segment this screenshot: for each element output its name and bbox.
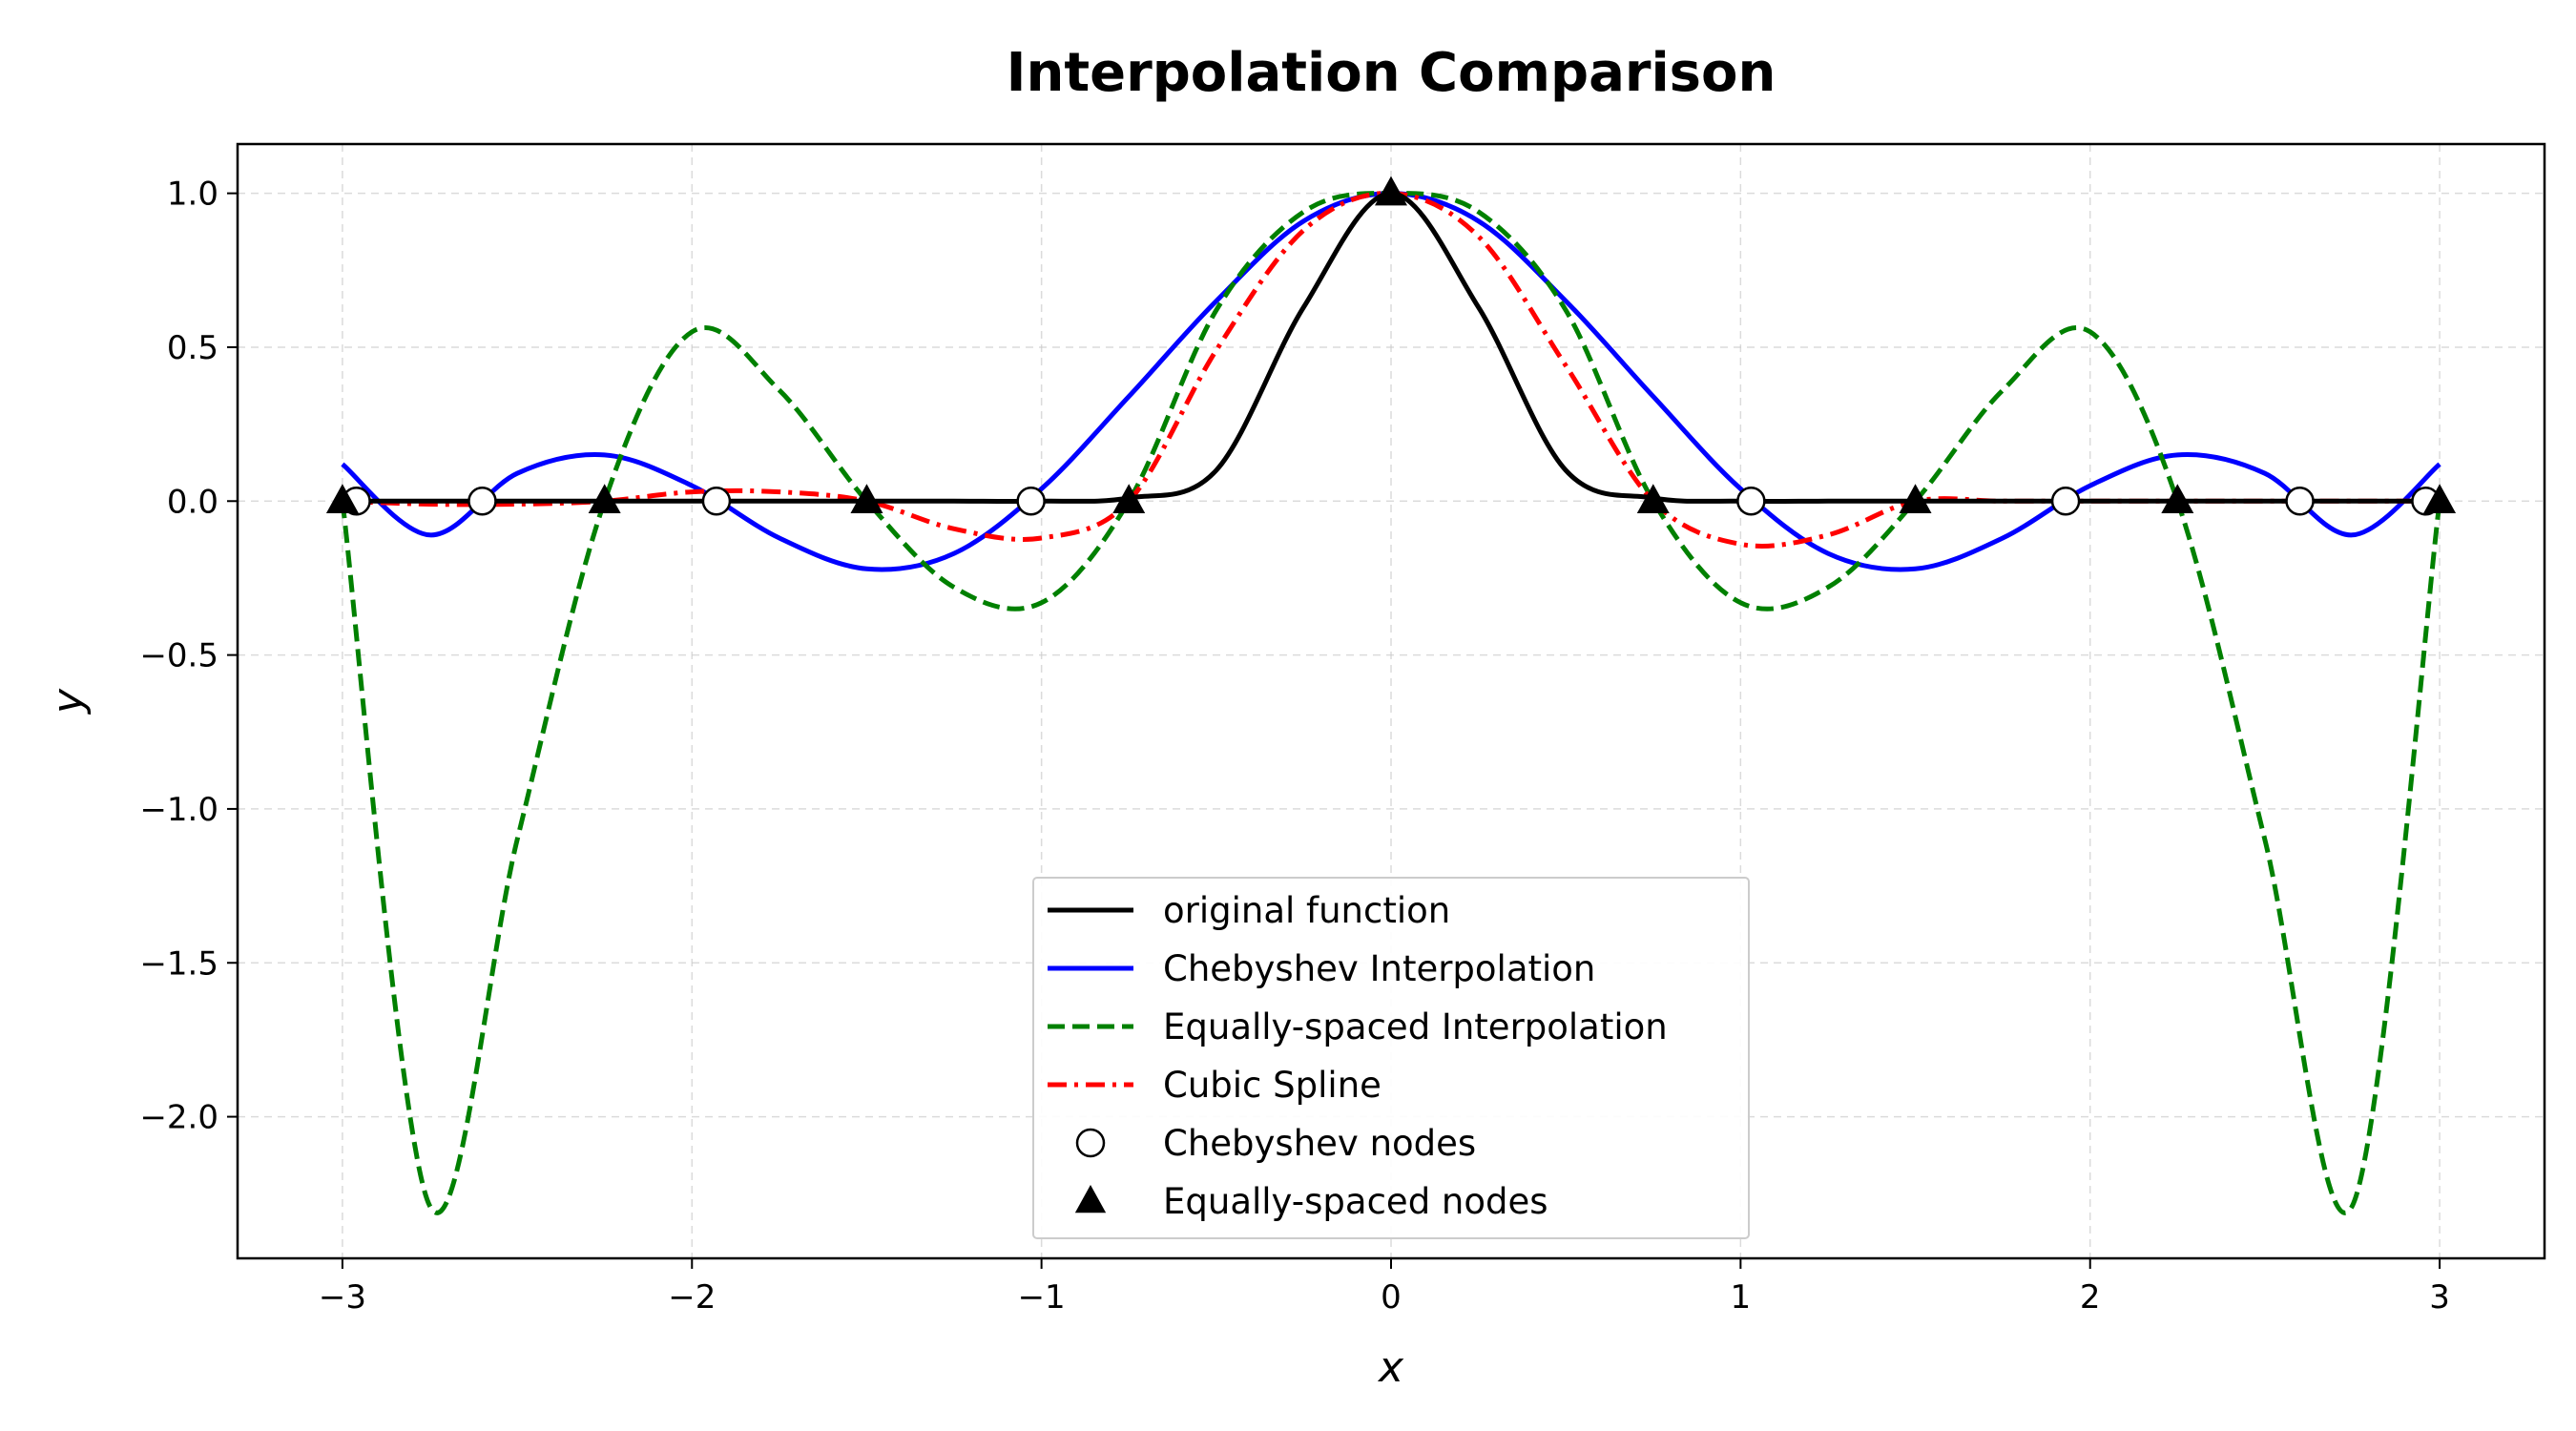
y-tick-label: −1.0 (139, 791, 218, 829)
y-tick-label: −1.5 (139, 944, 218, 983)
node-markers (325, 176, 2457, 516)
x-tick-label: 0 (1381, 1278, 1402, 1317)
y-axis-ticks: 1.0 0.5 0.0 −0.5 −1.0 −1.5 −2.0 (139, 176, 238, 1137)
equally-spaced-node-marker (1375, 176, 1407, 206)
legend: original function Chebyshev Interpolation… (1032, 877, 1750, 1239)
legend-label-marker-1: Equally-spaced nodes (1163, 1181, 1548, 1222)
x-axis-ticks: −3 −2 −1 0 1 2 3 (319, 1258, 2450, 1317)
x-tick-label: 1 (1731, 1278, 1752, 1317)
chart-title: Interpolation Comparison (1007, 42, 1776, 104)
y-tick-label: −0.5 (139, 637, 218, 675)
equally-spaced-node-marker (325, 484, 359, 514)
equally-spaced-node-marker (2423, 484, 2457, 514)
legend-label-2: Equally-spaced Interpolation (1163, 1006, 1668, 1047)
chebyshev-node-marker (701, 487, 732, 516)
equally-spaced-node-marker (2161, 484, 2194, 514)
equally-spaced-node-marker (1636, 484, 1670, 514)
y-tick-label: 0.0 (167, 483, 218, 521)
chebyshev-node-marker (1016, 487, 1046, 516)
y-tick-label: 0.5 (167, 329, 218, 367)
equally-spaced-node-marker (1112, 484, 1146, 514)
chebyshev-node-marker (2285, 487, 2315, 516)
x-tick-label: −1 (1018, 1278, 1066, 1317)
x-tick-label: −2 (668, 1278, 716, 1317)
equally-spaced-node-marker (1899, 484, 1932, 514)
y-tick-label: 1.0 (167, 176, 218, 214)
y-axis-label: y (44, 688, 93, 716)
legend-label-3: Cubic Spline (1163, 1065, 1381, 1106)
legend-marker-chebyshev-nodes (1075, 1128, 1106, 1158)
equally-spaced-node-marker (850, 484, 883, 514)
equally-spaced-node-marker (588, 484, 621, 514)
x-tick-label: −3 (319, 1278, 366, 1317)
legend-box (1032, 877, 1750, 1239)
legend-label-0: original function (1163, 890, 1450, 931)
x-tick-label: 3 (2429, 1278, 2450, 1317)
chebyshev-node-marker (1736, 487, 1766, 516)
x-axis-label: x (1377, 1343, 1404, 1392)
x-tick-label: 2 (2080, 1278, 2101, 1317)
legend-label-marker-0: Chebyshev nodes (1163, 1123, 1476, 1164)
legend-marker-equally-spaced-nodes (1074, 1185, 1107, 1213)
chebyshev-node-marker (467, 487, 497, 516)
y-tick-label: −2.0 (139, 1099, 218, 1137)
legend-label-1: Chebyshev Interpolation (1163, 948, 1595, 989)
chebyshev-node-marker (2050, 487, 2081, 516)
